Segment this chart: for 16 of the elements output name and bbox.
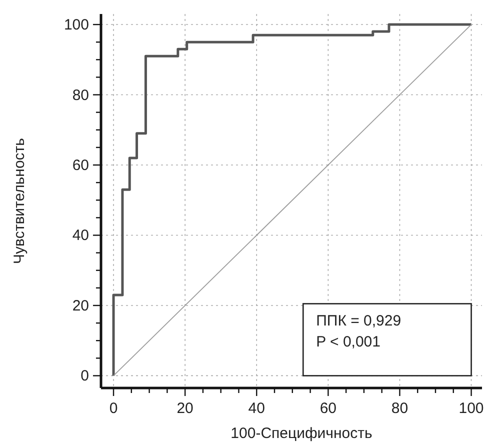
y-tick-label: 20: [72, 297, 89, 314]
x-tick-label: 80: [391, 400, 408, 417]
y-tick-label: 0: [80, 368, 89, 385]
x-tick-label: 60: [320, 400, 337, 417]
y-tick-label: 80: [72, 86, 89, 104]
x-tick-label: 0: [109, 400, 118, 417]
y-tick-label: 40: [72, 227, 89, 244]
y-axis-title: Чувствительность: [11, 138, 28, 264]
y-tick-label: 60: [72, 157, 89, 174]
x-tick-label: 20: [176, 400, 194, 417]
annotation: P < 0,001: [316, 334, 380, 351]
x-tick-label: 40: [248, 400, 265, 417]
x-axis-title: 100-Специфичность: [230, 425, 372, 442]
annotation: ППК = 0,929: [316, 312, 402, 330]
y-tick-label: 100: [64, 16, 89, 34]
x-tick-label: 100: [458, 400, 484, 417]
